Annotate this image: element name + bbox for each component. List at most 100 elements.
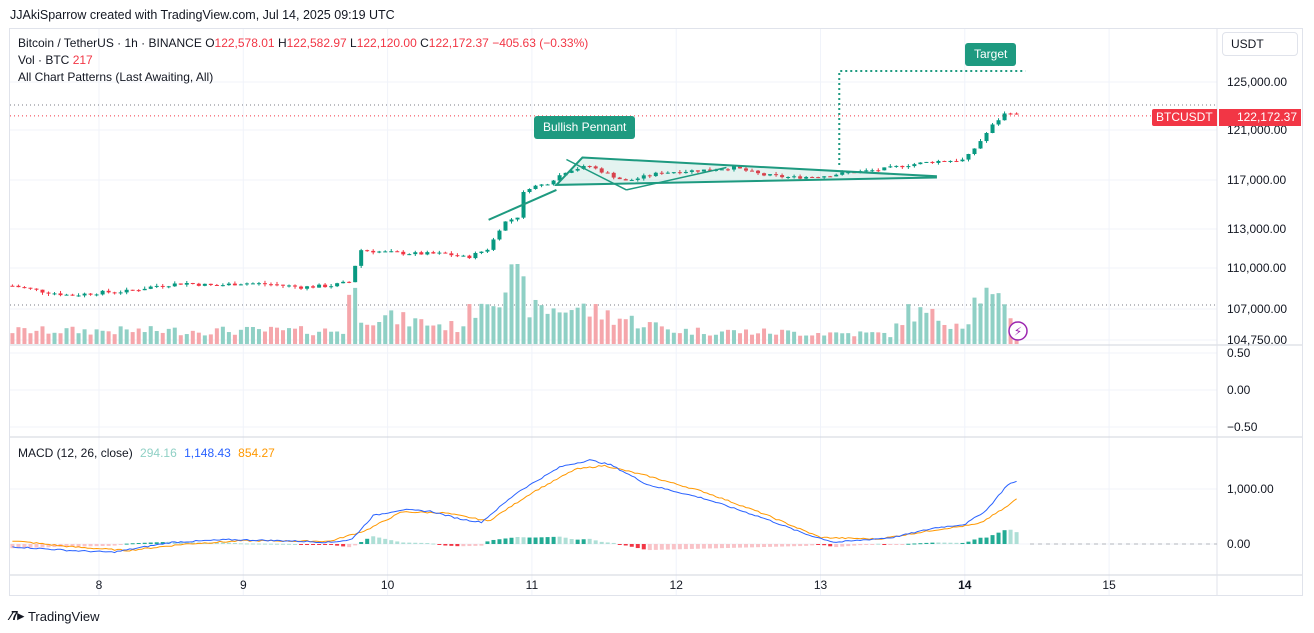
pennant-flagpole[interactable] (488, 188, 557, 221)
volume-bar (665, 329, 670, 344)
macd-histogram-bar (88, 544, 93, 547)
volume-bar (154, 331, 159, 344)
macd-histogram-bar (906, 543, 911, 545)
macd-histogram-bar (106, 544, 111, 546)
candle-body (551, 180, 556, 185)
currency-selector[interactable]: USDT (1222, 32, 1298, 56)
bullish-pennant-label[interactable]: Bullish Pennant (534, 116, 636, 139)
candle-body (780, 175, 785, 178)
high-value: 122,582.97 (286, 36, 347, 50)
macd-histogram-bar (395, 541, 400, 544)
candle-body (16, 285, 21, 288)
candle-body (347, 281, 352, 283)
macd-histogram-bar (383, 538, 388, 544)
candle-body (641, 175, 646, 179)
macd-histogram-bar (479, 544, 484, 546)
macd-histogram-bar (840, 544, 845, 547)
change-value: −405.63 (−0.33%) (492, 36, 589, 50)
candle-body (40, 289, 45, 293)
candle-body (425, 252, 430, 255)
volume-bar (551, 308, 556, 344)
alert-bolt-icon[interactable] (1008, 321, 1028, 341)
pennant-inner-leg (626, 166, 727, 191)
candle-body (148, 286, 153, 289)
volume-bar (299, 326, 304, 344)
candle-body (533, 185, 538, 190)
time-axis-tick: 10 (381, 578, 395, 592)
macd-legend[interactable]: MACD (12, 26, close) 294.16 1,148.43 854… (18, 446, 275, 460)
candle-body (539, 184, 544, 186)
volume-bar (888, 337, 893, 344)
candle-body (166, 286, 171, 288)
macd-histogram-bar (413, 542, 418, 544)
volume-bar (166, 328, 171, 344)
macd-histogram-bar (172, 541, 177, 544)
volume-bar (329, 331, 334, 344)
candle-body (647, 175, 652, 177)
macd-histogram-bar (545, 537, 550, 544)
volume-bar (287, 328, 292, 344)
volume-bar (521, 276, 526, 344)
volume-bar (88, 334, 93, 344)
candle-body (244, 283, 249, 285)
volume-bar (383, 315, 388, 344)
candle-body (88, 293, 93, 295)
axis-labels: 125,000.00121,000.00117,000.00113,000.00… (96, 75, 1288, 592)
candle-body (756, 170, 761, 174)
volume-bar (719, 331, 724, 344)
patterns-legend[interactable]: All Chart Patterns (Last Awaiting, All) (18, 70, 214, 84)
macd-histogram-bar (28, 544, 33, 548)
macd-histogram-bar (118, 544, 123, 545)
target-projection[interactable] (838, 70, 1026, 165)
macd-histogram-bar (431, 543, 436, 545)
pennant-triangle[interactable] (554, 156, 937, 186)
macd-histogram-bar (635, 544, 640, 549)
candle-body (220, 285, 225, 287)
candle-body (599, 168, 604, 173)
macd-histogram-bar (563, 537, 568, 544)
macd-histogram-bar (629, 544, 634, 547)
candle-body (527, 189, 532, 193)
volume-bar (34, 330, 39, 344)
candle-body (653, 172, 658, 177)
chart-patterns (488, 70, 1026, 221)
volume-bar (966, 324, 971, 344)
candle-body (52, 293, 57, 295)
target-label[interactable]: Target (965, 43, 1017, 66)
open-label: O (205, 36, 215, 50)
candle-body (82, 293, 87, 296)
macd-histogram-bar (617, 544, 622, 545)
candle-body (485, 249, 490, 252)
macd-histogram-bar (311, 544, 316, 545)
volume-bar (419, 319, 424, 344)
volume-bar (876, 332, 881, 344)
volume-legend[interactable]: Vol · BTC 217 (18, 53, 93, 67)
candle-body (401, 251, 406, 255)
volume-bar (226, 332, 231, 344)
macd-histogram-bar (1008, 529, 1013, 544)
volume-bar (984, 287, 989, 344)
macd-histogram-bar (972, 539, 977, 544)
volume-bar (545, 313, 550, 344)
volume-bar (858, 331, 863, 344)
macd-histogram-bar (683, 544, 688, 550)
candle-body (413, 252, 418, 255)
macd-histogram-bar (611, 542, 616, 544)
candle-body (972, 148, 977, 154)
tradingview-logo[interactable]: ⁄7▸ TradingView (10, 608, 99, 624)
macd-histogram-bar (659, 544, 664, 550)
volume-bar (707, 335, 712, 344)
volume-bar (220, 326, 225, 344)
candle-body (178, 283, 183, 285)
candle-body (299, 286, 304, 289)
candle-body (762, 173, 767, 176)
volume-bar (268, 326, 273, 344)
volume-bar (16, 327, 21, 344)
volume-bar (10, 333, 15, 344)
macd-histogram-bar (425, 543, 430, 545)
candle-body (804, 176, 809, 179)
candle-body (509, 219, 514, 222)
symbol-pair[interactable]: Bitcoin / TetherUS · 1h · BINANCE (18, 36, 202, 50)
price-axis-tick: 110,000.00 (1227, 261, 1286, 275)
